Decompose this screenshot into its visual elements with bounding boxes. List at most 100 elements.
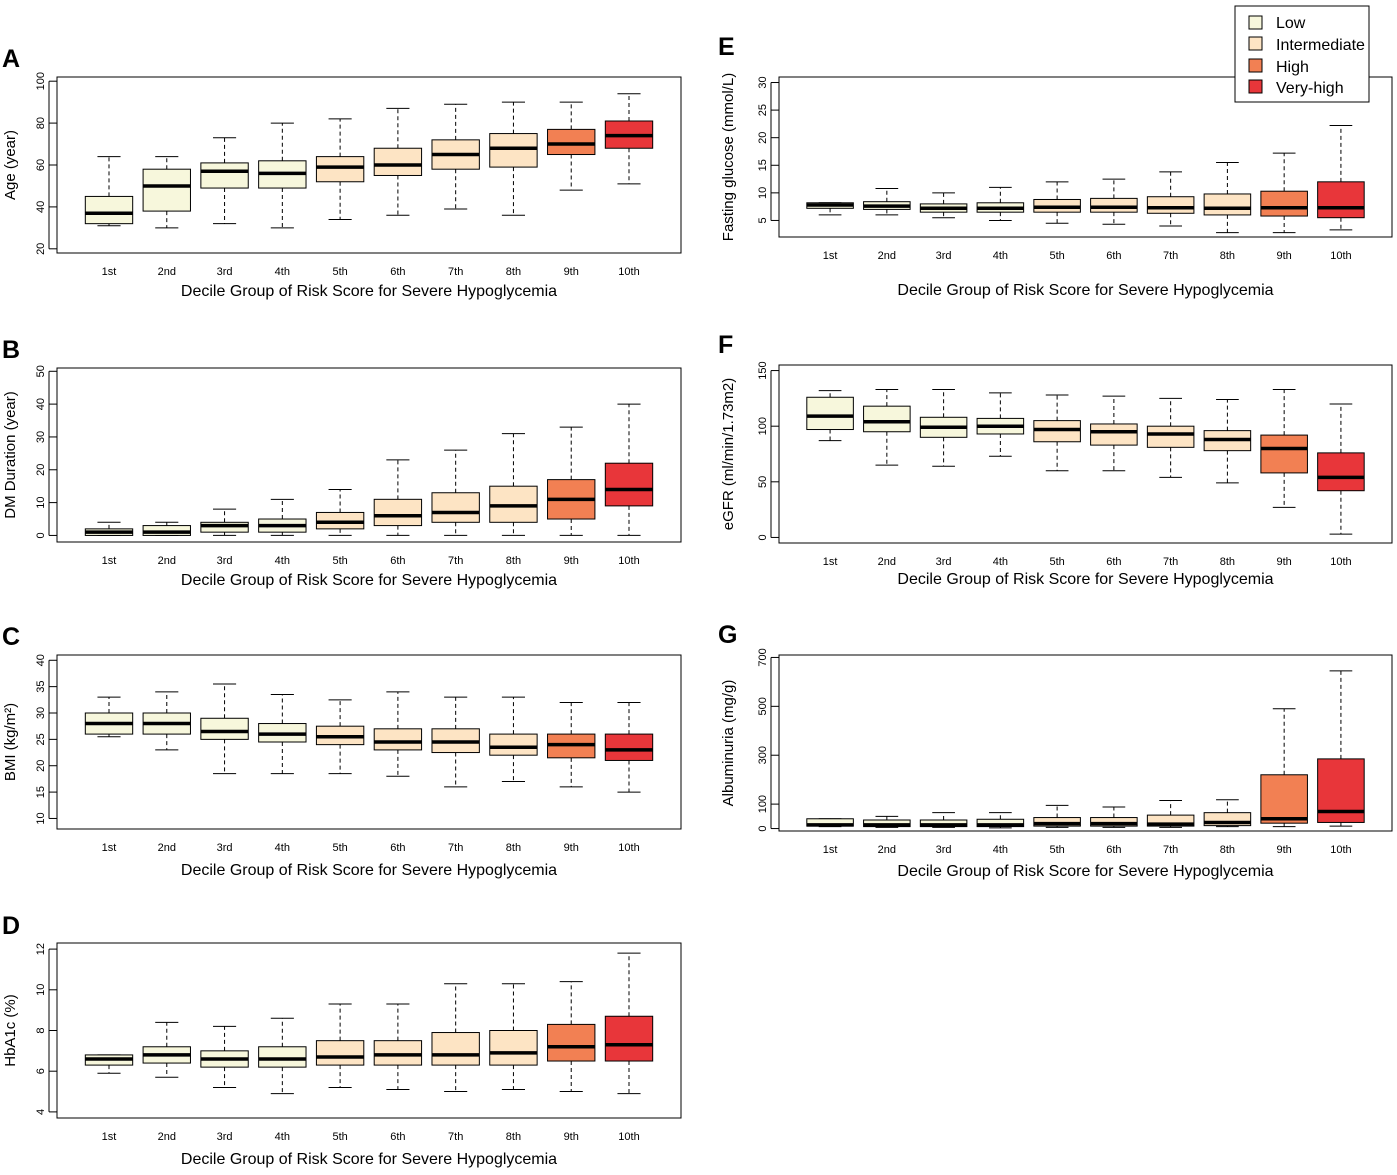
x-tick-label-f-9: 9th xyxy=(1277,556,1292,568)
x-tick-label-d-1: 1st xyxy=(102,1131,117,1143)
box-body xyxy=(1146,814,1195,827)
x-tick-label-a-7: 7th xyxy=(448,266,463,278)
box-body xyxy=(489,133,538,168)
y-axis-label-c: BMI (kg/m²) xyxy=(2,703,19,781)
box-a-2 xyxy=(142,156,191,229)
box-body xyxy=(84,195,134,225)
plot-frame-g xyxy=(778,654,1393,832)
y-axis-label-d: HbA1c (%) xyxy=(2,994,19,1067)
plot-frame-c xyxy=(56,654,682,830)
box-a-6 xyxy=(373,107,423,216)
x-tick-label-d-8: 8th xyxy=(506,1131,521,1143)
x-axis-label-b: Decile Group of Risk Score for Severe Hy… xyxy=(181,572,557,589)
box-b-4 xyxy=(258,498,307,536)
box-body xyxy=(806,396,854,431)
box-d-5 xyxy=(315,1003,365,1088)
y-tick-label-c-4: 30 xyxy=(35,707,47,719)
legend-label-very-high: Very-high xyxy=(1276,80,1344,97)
x-tick-label-d-9: 9th xyxy=(564,1131,579,1143)
box-e-7 xyxy=(1146,171,1195,227)
x-tick-label-f-8: 8th xyxy=(1220,556,1235,568)
x-tick-label-c-5: 5th xyxy=(332,842,347,854)
legend-swatch-very-high xyxy=(1248,79,1263,94)
box-body xyxy=(1260,774,1308,824)
box-body xyxy=(1260,434,1308,474)
x-tick-label-g-4: 4th xyxy=(993,844,1008,856)
y-tick-label-d-4: 12 xyxy=(35,943,47,955)
box-c-10 xyxy=(604,701,654,793)
y-axis-label-a: Age (year) xyxy=(2,130,19,200)
box-a-1 xyxy=(84,156,134,227)
box-f-10 xyxy=(1317,403,1365,535)
panel-b: 0 10 20 30 40 50 1st 2nd 3rd 4th 5th 6th 7th 8th 9th 10… xyxy=(2,336,682,589)
y-tick-label-c-1: 15 xyxy=(35,786,47,798)
x-tick-label-c-6: 6th xyxy=(390,842,405,854)
y-tick-label-d-3: 10 xyxy=(35,984,47,996)
x-tick-label-e-6: 6th xyxy=(1106,250,1121,262)
x-tick-label-b-7: 7th xyxy=(448,555,463,567)
y-tick-label-e-1: 10 xyxy=(757,187,769,199)
y-axis-label-f: eGFR (ml/min/1.73m2) xyxy=(720,378,737,531)
y-tick-label-e-2: 15 xyxy=(757,159,769,171)
box-body xyxy=(489,1030,538,1066)
x-tick-label-a-2: 2nd xyxy=(158,266,176,278)
x-tick-label-c-7: 7th xyxy=(448,842,463,854)
box-body xyxy=(373,147,423,176)
box-body xyxy=(258,1046,307,1068)
box-d-6 xyxy=(373,1003,423,1091)
x-tick-label-c-10: 10th xyxy=(618,842,639,854)
x-tick-label-f-4: 4th xyxy=(993,556,1008,568)
box-body xyxy=(373,1040,423,1066)
x-tick-label-e-9: 9th xyxy=(1277,250,1292,262)
plot-frame-a xyxy=(56,76,682,254)
box-b-1 xyxy=(84,521,134,536)
box-body xyxy=(200,162,249,189)
box-f-3 xyxy=(919,388,968,467)
box-b-8 xyxy=(489,433,538,536)
y-tick-label-b-1: 10 xyxy=(35,496,47,508)
box-g-7 xyxy=(1146,799,1195,828)
box-e-6 xyxy=(1090,178,1138,225)
box-a-5 xyxy=(315,118,365,220)
y-tick-label-a-3: 80 xyxy=(35,117,47,129)
x-tick-label-g-5: 5th xyxy=(1049,844,1064,856)
y-tick-label-c-5: 35 xyxy=(35,681,47,693)
box-g-1 xyxy=(806,818,854,828)
x-axis-label-d: Decile Group of Risk Score for Severe Hy… xyxy=(181,1151,557,1168)
x-tick-label-c-9: 9th xyxy=(564,842,579,854)
y-tick-label-c-2: 20 xyxy=(35,760,47,772)
x-tick-label-b-9: 9th xyxy=(564,555,579,567)
box-body xyxy=(1146,425,1195,448)
x-axis-label-a: Decile Group of Risk Score for Severe Hy… xyxy=(181,283,557,300)
y-tick-label-a-2: 60 xyxy=(35,159,47,171)
box-a-3 xyxy=(200,137,249,225)
y-tick-label-a-0: 20 xyxy=(35,243,47,255)
box-g-8 xyxy=(1203,799,1252,828)
legend: Low Intermediate High Very-high xyxy=(1234,5,1370,103)
y-tick-label-b-2: 20 xyxy=(35,464,47,476)
y-tick-label-c-0: 10 xyxy=(35,812,47,824)
box-body xyxy=(1260,190,1308,217)
y-tick-label-g-4: 700 xyxy=(757,648,769,666)
y-tick-label-e-3: 20 xyxy=(757,132,769,144)
box-c-9 xyxy=(547,701,596,788)
x-tick-label-e-1: 1st xyxy=(823,250,838,262)
x-tick-label-d-5: 5th xyxy=(332,1131,347,1143)
x-tick-label-a-4: 4th xyxy=(275,266,290,278)
y-tick-label-f-2: 100 xyxy=(757,417,769,435)
box-e-10 xyxy=(1317,125,1365,231)
y-tick-label-a-1: 40 xyxy=(35,201,47,213)
box-d-10 xyxy=(604,952,654,1095)
box-f-9 xyxy=(1260,388,1308,508)
x-tick-label-f-10: 10th xyxy=(1330,556,1351,568)
box-c-7 xyxy=(431,696,480,788)
x-tick-label-a-10: 10th xyxy=(618,266,639,278)
plot-frame-e xyxy=(778,76,1393,238)
box-g-2 xyxy=(863,815,911,828)
box-e-3 xyxy=(919,192,968,219)
box-b-7 xyxy=(431,449,480,536)
box-a-8 xyxy=(489,101,538,216)
box-body xyxy=(373,728,423,751)
panel-a: 20 40 60 80 100 1st 2nd 3rd 4th 5th 6th 7th 8th 9th 10… xyxy=(2,45,682,300)
